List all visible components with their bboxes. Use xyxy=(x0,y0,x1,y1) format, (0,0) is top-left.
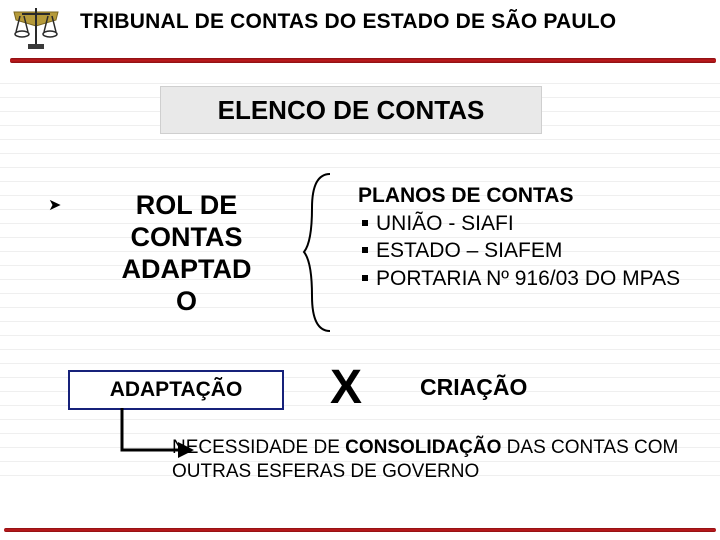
bottom-bold: CONSOLIDAÇÃO xyxy=(345,437,501,458)
square-bullet-icon xyxy=(362,275,368,281)
right-item-1-text: UNIÃO - SIAFI xyxy=(376,212,514,235)
left-line-1: ROL DE xyxy=(136,190,238,220)
square-bullet-icon xyxy=(362,220,368,226)
subtitle-text: ELENCO DE CONTAS xyxy=(218,95,485,126)
left-line-3: ADAPTAD xyxy=(122,254,252,284)
right-heading: PLANOS DE CONTAS xyxy=(358,182,688,210)
left-main-term: ROL DE CONTAS ADAPTAD O xyxy=(74,190,299,317)
bullet-chevron-icon: ➤ xyxy=(48,195,61,215)
adaptacao-label: ADAPTAÇÃO xyxy=(110,378,243,402)
square-bullet-icon xyxy=(362,247,368,253)
header-title: TRIBUNAL DE CONTAS DO ESTADO DE SÃO PAUL… xyxy=(80,10,714,34)
right-item-2-text: ESTADO – SIAFEM xyxy=(376,239,562,262)
logo-crest-icon xyxy=(6,4,66,52)
criacao-label: CRIAÇÃO xyxy=(420,374,527,401)
right-item-3: PORTARIA Nº 916/03 DO MPAS xyxy=(358,265,688,293)
right-item-3-text: PORTARIA Nº 916/03 DO MPAS xyxy=(376,267,680,290)
bottom-note: NECESSIDADE DE CONSOLIDAÇÃO DAS CONTAS C… xyxy=(172,436,700,484)
curly-brace-icon xyxy=(302,170,336,335)
adaptacao-box: ADAPTAÇÃO xyxy=(68,370,284,410)
left-line-4: O xyxy=(176,286,197,316)
bottom-pre: NECESSIDADE DE xyxy=(172,437,345,458)
header-rule xyxy=(10,58,716,63)
versus-x: X xyxy=(330,360,362,415)
right-block: PLANOS DE CONTAS UNIÃO - SIAFI ESTADO – … xyxy=(358,182,688,293)
right-item-1: UNIÃO - SIAFI xyxy=(358,210,688,238)
right-item-2: ESTADO – SIAFEM xyxy=(358,237,688,265)
subtitle-box: ELENCO DE CONTAS xyxy=(160,86,542,134)
left-line-2: CONTAS xyxy=(131,222,243,252)
slide: TRIBUNAL DE CONTAS DO ESTADO DE SÃO PAUL… xyxy=(0,0,720,540)
footer-rule xyxy=(4,528,716,532)
